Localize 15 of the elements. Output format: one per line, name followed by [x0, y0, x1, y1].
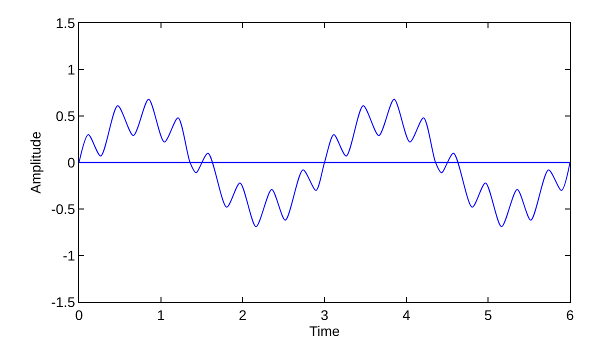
y-tick-label: -1.5	[51, 294, 76, 310]
x-tick-label: 1	[156, 306, 165, 323]
x-tick-label: 2	[238, 306, 247, 323]
y-tick-label: -0.5	[51, 200, 76, 217]
y-tick-label: 1.5	[56, 14, 76, 31]
y-tick-label: -1	[62, 247, 76, 264]
y-tick-label: 0.5	[56, 108, 76, 124]
x-tick-label: 3	[320, 306, 329, 323]
x-tick-label: 5	[484, 306, 492, 323]
x-axis-title: Time	[309, 322, 340, 339]
y-axis-title: Amplitude	[28, 131, 44, 194]
y-tick-label: 1	[67, 61, 76, 78]
x-tick-label: 4	[402, 306, 410, 323]
y-tick-label: 0	[67, 154, 76, 170]
x-tick-label: 6	[566, 306, 574, 323]
